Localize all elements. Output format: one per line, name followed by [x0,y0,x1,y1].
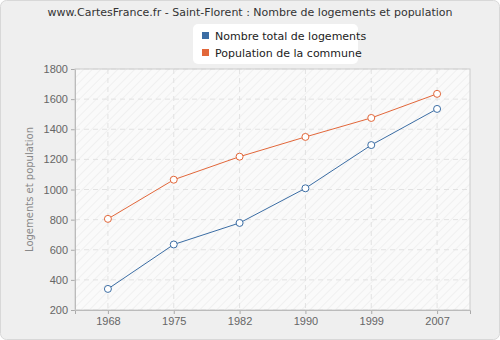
tick-mark [437,310,438,314]
legend: Nombre total de logements Population de l… [193,24,366,64]
plot: 200 400 600 800 1000 1200 1400 1600 1800 1968 1975… [44,63,471,327]
grid-line [75,99,470,100]
grid-line [173,69,174,310]
tick-mark [71,280,75,281]
marker [302,185,309,192]
marker [236,153,243,160]
grid-line [75,249,470,250]
series-group [104,90,440,292]
tick-label: 200 [50,304,68,316]
legend-swatch [202,32,209,39]
plot-frame [75,69,470,310]
tick: 1400 [44,123,75,135]
tick: 1000 [44,184,75,196]
tick-label: 1000 [44,184,68,196]
tick-label: 1990 [294,315,318,327]
x-axis: 1968 1975 1982 1990 1999 2007 [76,310,471,327]
tick: 1600 [44,93,75,105]
tick: 800 [50,214,75,226]
tick-mark [240,310,241,314]
grid-line [75,219,470,220]
tick-label: 600 [50,244,68,256]
tick-mark [305,310,306,314]
marker [368,142,375,149]
tick-label: 1982 [228,315,252,327]
tick-mark [174,310,175,314]
tick-label: 1999 [360,315,384,327]
tick-mark [71,310,75,311]
marker [434,90,441,97]
marker [236,219,243,226]
chart: 200 400 600 800 1000 1200 1400 1600 1800 1968 1975… [0,0,500,340]
tick: 1800 [44,63,75,75]
grid-line [107,69,108,310]
marker [302,133,309,140]
grid-line [75,189,470,190]
series-line [108,109,437,289]
legend-label: Population de la commune [215,47,362,60]
marker [104,215,111,222]
axis-line [76,311,471,315]
tick: 400 [50,274,75,286]
grid-line [75,129,470,130]
tick-label: 1400 [44,123,68,135]
tick-label: 800 [50,214,68,226]
series-line [108,94,437,219]
tick-mark [108,310,109,314]
tick-label: 1975 [162,315,186,327]
marker [368,114,375,121]
tick: 1200 [44,153,75,165]
tick-label: 1800 [44,63,68,75]
tick: 200 [50,304,75,316]
legend-label: Nombre total de logements [215,30,366,43]
tick-mark [71,220,75,221]
title: www.CartesFrance.fr - Saint-Florent : No… [48,6,453,19]
tick: 2007 [425,310,449,327]
tick: 600 [50,244,75,256]
tick-mark [71,250,75,251]
plot-area [75,69,470,310]
grid-line [239,69,240,310]
marker [104,285,111,292]
background [1,1,500,340]
tick-label: 1600 [44,93,68,105]
tick-label: 1200 [44,153,68,165]
tick-mark [71,129,75,130]
tick: 1982 [228,310,252,327]
grid [75,69,470,310]
y-axis-title: Logements et population [24,127,35,252]
tick: 1968 [96,310,120,327]
tick-mark [71,69,75,70]
marker [434,105,441,112]
marker [170,176,177,183]
tick-label: 1968 [96,315,120,327]
tick: 1999 [360,310,384,327]
tick: 1990 [294,310,318,327]
tick-mark [71,190,75,191]
tick-label: 400 [50,274,68,286]
tick-mark [71,99,75,100]
grid-line [75,279,470,280]
legend-swatch [202,49,209,56]
marker [170,241,177,248]
grid-line [75,159,470,160]
y-axis: 200 400 600 800 1000 1200 1400 1600 1800 [44,63,76,316]
tick-label: 2007 [425,315,449,327]
tick-mark [371,310,372,314]
tick: 1975 [162,310,186,327]
grid-line [371,69,372,310]
tick-mark [71,159,75,160]
